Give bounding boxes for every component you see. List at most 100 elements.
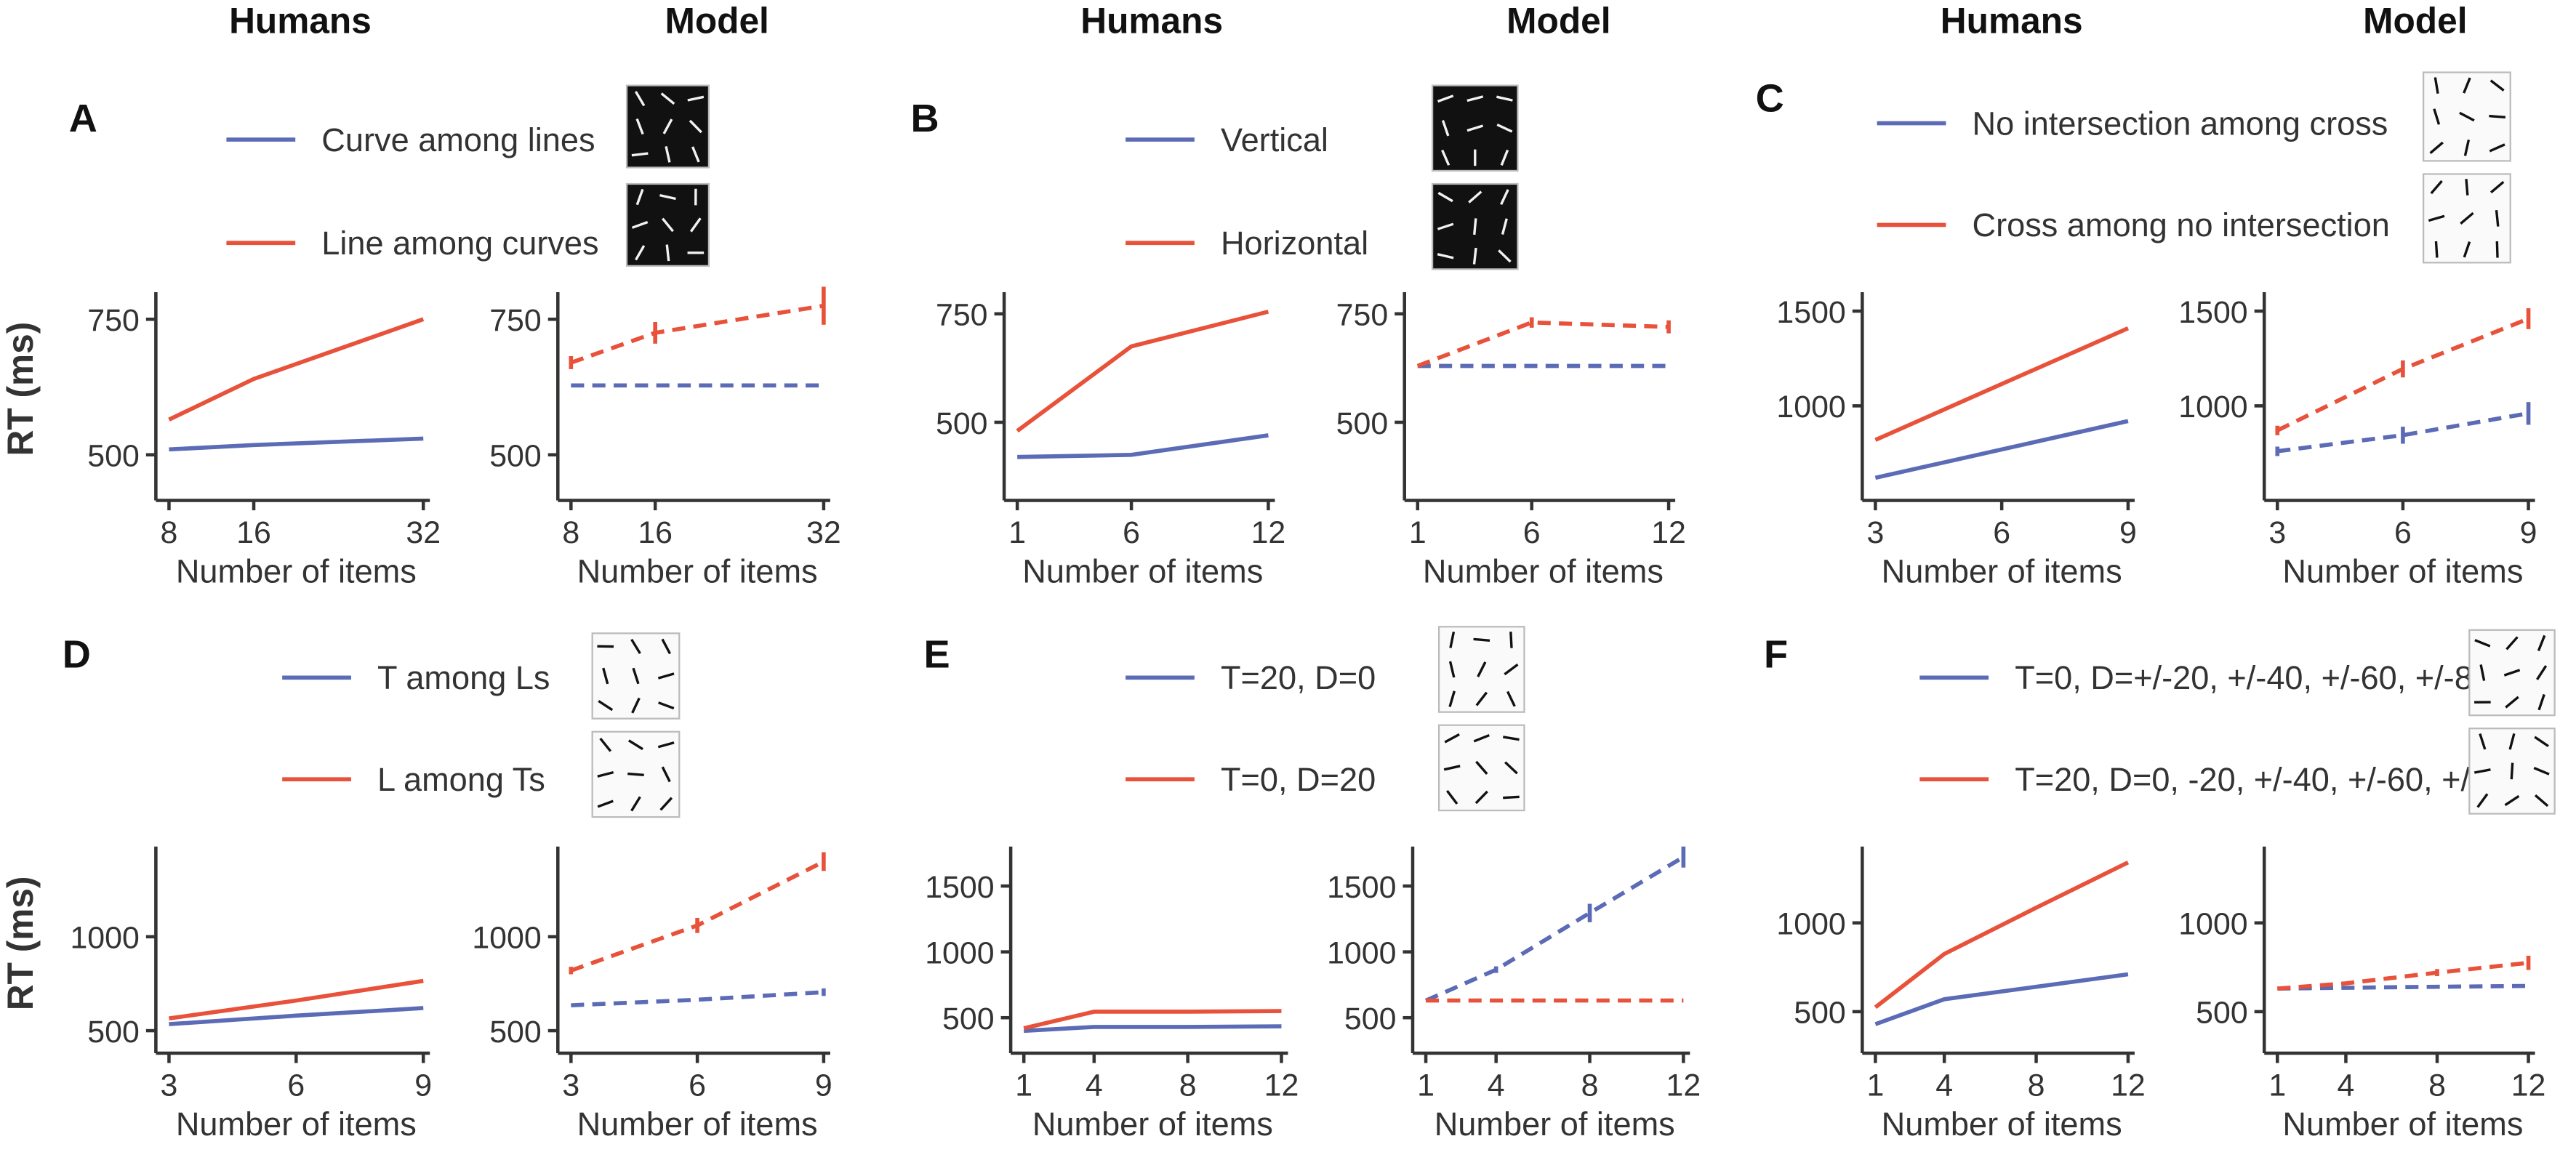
- x-tick-label: 12: [1666, 1068, 1701, 1103]
- thumbnail-glyph: [689, 119, 702, 134]
- thumbnail-glyph: [1449, 631, 1456, 648]
- x-tick-label: 6: [1523, 515, 1541, 550]
- y-tick-label: 500: [942, 1002, 995, 1036]
- thumbnail-glyph: [1475, 760, 1488, 776]
- x-tick-label: 16: [236, 515, 271, 550]
- y-tick-label: 1500: [2178, 295, 2247, 330]
- legend-label: L among Ts: [377, 761, 545, 798]
- thumbnail-glyph: [691, 146, 700, 163]
- thumbnail-glyph: [1466, 124, 1484, 132]
- model-column-title: Model: [665, 0, 769, 41]
- series-line-2: [1416, 320, 1669, 368]
- thumbnail-glyph: [2505, 636, 2519, 651]
- x-tick-label: 1: [1866, 1068, 1884, 1103]
- series-line-2: [1874, 861, 2130, 1010]
- thumbnail-glyph: [1437, 94, 1454, 103]
- x-tick-label: 8: [2028, 1068, 2045, 1103]
- series-line-2: [570, 303, 824, 365]
- thumbnail-glyph: [1441, 120, 1450, 137]
- stimulus-thumbnail-icon: [2468, 629, 2556, 717]
- x-tick-label: 16: [638, 515, 673, 550]
- series-line-1: [571, 990, 824, 1007]
- x-tick-label: 1: [1417, 1068, 1435, 1103]
- thumbnail-glyph: [1444, 733, 1460, 744]
- thumbnail-glyph: [2489, 180, 2505, 194]
- series-line-1: [1424, 855, 1685, 1003]
- thumbnail-glyph: [1509, 632, 1513, 648]
- thumbnail-glyph: [2430, 180, 2443, 195]
- x-axis-label: Number of items: [2282, 552, 2523, 589]
- thumbnail-glyph: [2465, 179, 2469, 196]
- x-tick-label: 3: [161, 1068, 178, 1103]
- thumbnail-glyph: [659, 193, 676, 201]
- thumbnail-glyph: [598, 700, 614, 712]
- thumbnail-glyph: [1500, 189, 1509, 205]
- stimulus-thumbnail-icon: [1431, 182, 1519, 270]
- thumbnail-glyph: [687, 95, 705, 102]
- thumbnail-glyph: [1448, 690, 1456, 707]
- stimulus-thumbnail-icon: [1437, 626, 1525, 713]
- series-line-1: [169, 1006, 424, 1026]
- x-tick-label: 6: [689, 1068, 706, 1103]
- legend-label: Vertical: [1221, 121, 1328, 158]
- thumbnail-glyph: [1496, 123, 1513, 133]
- thumbnail-glyph: [2433, 108, 2441, 125]
- x-tick-label: 6: [2394, 515, 2412, 550]
- thumbnail-glyph: [2495, 210, 2500, 227]
- x-axis-label: Number of items: [1423, 552, 1664, 589]
- x-axis-label: Number of items: [1882, 552, 2122, 589]
- series-line-1: [1874, 972, 2129, 1026]
- x-axis-label: Number of items: [1435, 1105, 1675, 1143]
- x-tick-label: 32: [406, 515, 441, 550]
- thumbnail-glyph: [627, 739, 643, 751]
- panel-letter: A: [69, 97, 97, 140]
- y-tick-label: 500: [1794, 996, 1846, 1031]
- thumbnail-glyph: [2433, 77, 2439, 94]
- y-tick-label: 1500: [925, 870, 994, 905]
- legend-label: T=20, D=0, -20, +/-40, +/-60, +/-80: [2015, 761, 2517, 798]
- x-tick-label: 3: [1866, 515, 1884, 550]
- series-line-1: [1874, 419, 2129, 480]
- x-tick-label: 8: [2428, 1068, 2446, 1103]
- thumbnail-glyph: [632, 667, 640, 685]
- stimulus-thumbnail-icon: [625, 84, 710, 169]
- y-tick-label: 750: [87, 303, 140, 338]
- y-tick-label: 750: [1336, 298, 1389, 333]
- panel-letter: F: [1764, 633, 1788, 677]
- legend-label: Curve among lines: [321, 121, 595, 158]
- thumbnail-glyph: [2489, 79, 2505, 92]
- model-column-title: Model: [1506, 0, 1610, 41]
- thumbnail-glyph: [2479, 664, 2486, 681]
- x-tick-label: 9: [414, 1068, 432, 1103]
- x-tick-label: 6: [1123, 515, 1140, 550]
- x-axis-label: Number of items: [1882, 1105, 2122, 1143]
- x-axis-label: Number of items: [1022, 552, 1263, 589]
- y-axis-label: RT (ms): [0, 322, 41, 456]
- thumbnail-glyph: [2536, 665, 2548, 680]
- thumbnail-glyph: [1506, 690, 1516, 707]
- y-tick-label: 1000: [2178, 390, 2247, 424]
- thumbnail-glyph: [1437, 222, 1454, 230]
- y-tick-label: 1000: [1327, 935, 1396, 970]
- x-tick-label: 8: [1581, 1068, 1599, 1103]
- stimulus-thumbnail-icon: [1431, 84, 1519, 172]
- stimulus-thumbnail-icon: [2422, 173, 2511, 264]
- thumbnail-glyph: [1498, 249, 1512, 263]
- y-tick-label: 500: [1336, 406, 1389, 441]
- y-tick-label: 1000: [925, 935, 994, 970]
- series-line-2: [1874, 326, 2130, 442]
- series-line-1: [1017, 433, 1269, 459]
- series-line-2: [168, 317, 425, 422]
- y-tick-label: 1000: [1776, 390, 1845, 424]
- thumbnail-glyph: [661, 766, 671, 783]
- y-tick-label: 500: [87, 439, 140, 474]
- thumbnail-glyph: [635, 245, 646, 261]
- x-tick-label: 12: [1651, 515, 1686, 550]
- thumbnail-glyph: [665, 146, 671, 163]
- thumbnail-glyph: [660, 92, 675, 105]
- thumbnail-glyph: [661, 638, 671, 655]
